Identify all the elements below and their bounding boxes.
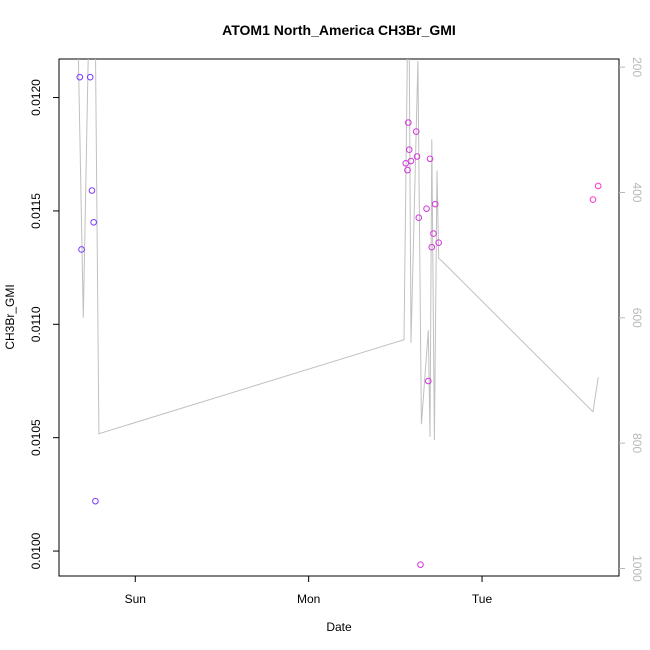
x-tick-label: Tue [472,592,493,606]
line-series [77,59,599,441]
data-point [417,561,424,568]
data-point [594,182,602,190]
data-point [404,166,411,174]
x-axis-label: Date [326,620,352,634]
data-point [90,218,97,226]
data-point [413,153,421,160]
line-layer [77,59,599,441]
y-tick-label: 0.0105 [29,419,43,456]
data-point [405,146,413,154]
data-point [415,214,423,222]
data-point [412,128,420,135]
data-point [86,73,94,81]
y-tick-label: 0.0100 [29,532,43,569]
right-y-tick-label: 600 [630,308,644,328]
chart-title: ATOM1 North_America CH3Br_GMI [222,22,456,38]
y-tick-label: 0.0115 [29,193,43,229]
data-point [92,497,99,505]
data-point [423,205,430,212]
data-point [589,196,597,203]
data-point [407,157,415,165]
y-axis-label: CH3Br_GMI [3,284,17,349]
right-y-axis: 200 400 600 800 1000 [619,57,644,582]
data-point [431,200,439,208]
data-point [424,377,432,385]
y-tick-label: 0.0110 [29,306,43,342]
data-point [428,243,436,251]
right-y-tick-label: 200 [630,57,644,77]
x-tick-label: Sun [125,592,146,606]
y-tick-label: 0.0120 [29,79,43,116]
data-point [430,230,437,237]
data-point [426,155,434,163]
data-point [435,239,442,246]
data-point [88,187,96,194]
data-point [405,119,412,126]
x-tick-label: Mon [297,592,320,606]
plot-frame [58,58,620,577]
data-point [78,246,85,253]
x-axis: Sun Mon Tue [125,576,493,606]
data-point [76,73,84,81]
points-layer [76,73,602,568]
right-y-tick-label: 1000 [630,555,644,582]
right-y-tick-label: 400 [630,182,644,202]
y-axis: 0.0100 0.0105 0.0110 0.0115 0.0120 [29,79,59,569]
right-y-tick-label: 800 [630,433,644,453]
data-point [402,160,410,167]
